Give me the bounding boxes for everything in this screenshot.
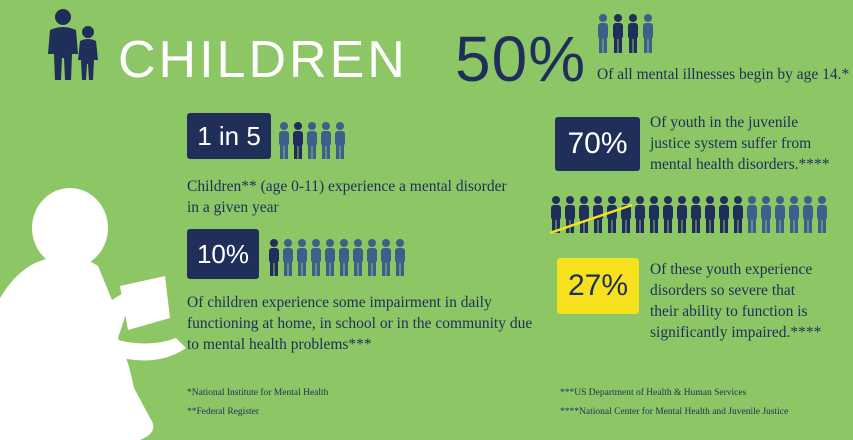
person-icon bbox=[269, 239, 279, 276]
person-icon bbox=[705, 196, 715, 233]
person-icon bbox=[691, 196, 701, 233]
text-line: functioning at home, in school or in the… bbox=[187, 315, 533, 332]
person-icon bbox=[733, 196, 743, 233]
person-icon bbox=[775, 196, 785, 233]
footnote-nimh: *National Institute for Mental Health bbox=[187, 388, 329, 398]
person-icon bbox=[607, 196, 617, 233]
person-icon bbox=[381, 239, 391, 276]
stat-twenty-seven-percent-text: Of these youth experience disorders so s… bbox=[650, 259, 821, 343]
child-reading-silhouette bbox=[0, 188, 190, 440]
person-icon bbox=[325, 239, 335, 276]
text-line: justice system suffer from bbox=[650, 135, 812, 152]
person-icon bbox=[719, 196, 729, 233]
person-icon bbox=[677, 196, 687, 233]
text-line: Of children experience some impairment i… bbox=[187, 294, 492, 311]
person-icon bbox=[621, 196, 631, 233]
person-icon bbox=[817, 196, 827, 233]
person-icon bbox=[283, 239, 293, 276]
stat-twenty-seven-percent: 27% bbox=[557, 258, 639, 314]
text-line: disorders so severe that bbox=[650, 282, 796, 299]
text-line: Of these youth experience bbox=[650, 261, 813, 278]
person-icon bbox=[311, 239, 321, 276]
page-title: CHILDREN bbox=[118, 31, 408, 89]
person-icon bbox=[663, 196, 673, 233]
person-icon bbox=[761, 196, 771, 233]
footnote-federal-register: **Federal Register bbox=[187, 407, 260, 417]
person-icon bbox=[789, 196, 799, 233]
yellow-divider-line bbox=[550, 203, 633, 235]
person-icon bbox=[297, 239, 307, 276]
parent-child-icon bbox=[44, 8, 106, 82]
person-icon bbox=[649, 196, 659, 233]
person-icon bbox=[339, 239, 349, 276]
person-group-icon-10pct bbox=[268, 238, 410, 278]
text-line: mental health disorders.**** bbox=[650, 156, 830, 173]
headline-caption: Of all mental illnesses begin by age 14.… bbox=[597, 66, 850, 83]
stat-seventy-percent-text: Of youth in the juvenile justice system … bbox=[650, 112, 830, 175]
person-group-icon-50 bbox=[597, 13, 657, 55]
person-row-icon-70pct bbox=[550, 195, 835, 237]
person-icon bbox=[747, 196, 757, 233]
text-line: to mental health problems*** bbox=[187, 336, 372, 353]
stat-one-in-five-text: Children** (age 0-11) experience a menta… bbox=[187, 176, 507, 218]
person-icon bbox=[551, 196, 561, 233]
stat-seventy-percent: 70% bbox=[555, 117, 640, 171]
person-icon bbox=[803, 196, 813, 233]
headline-percent: 50% bbox=[455, 23, 587, 95]
text-line: in a given year bbox=[187, 199, 279, 216]
person-group-icon-1in5 bbox=[278, 121, 350, 161]
footnote-ncmhjj: ****National Center for Mental Health an… bbox=[560, 407, 789, 417]
stat-ten-percent-text: Of children experience some impairment i… bbox=[187, 292, 532, 355]
text-line: their ability to function is bbox=[650, 303, 808, 320]
person-icon bbox=[579, 196, 589, 233]
person-icon bbox=[353, 239, 363, 276]
person-icon bbox=[395, 239, 405, 276]
person-icon bbox=[635, 196, 645, 233]
person-icon bbox=[367, 239, 377, 276]
footnote-hhs: ***US Department of Health & Human Servi… bbox=[560, 388, 747, 398]
text-line: Children** (age 0-11) experience a menta… bbox=[187, 178, 507, 195]
stat-one-in-five: 1 in 5 bbox=[187, 113, 271, 159]
stat-ten-percent: 10% bbox=[187, 229, 259, 279]
text-line: significantly impaired.**** bbox=[650, 324, 822, 341]
text-line: Of youth in the juvenile bbox=[650, 114, 799, 131]
